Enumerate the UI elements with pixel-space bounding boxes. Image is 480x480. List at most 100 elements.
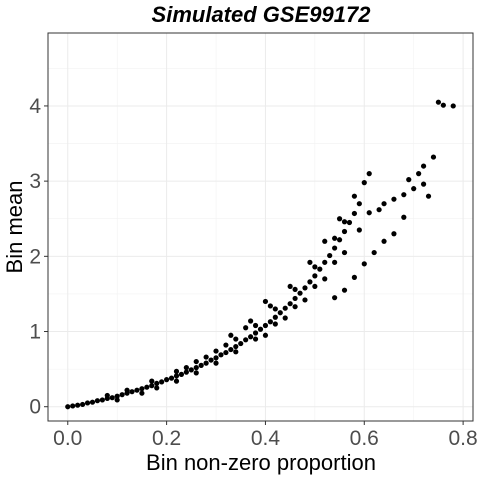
scatter-point — [208, 357, 214, 363]
x-tick-label: 0.2 — [152, 427, 181, 450]
scatter-point — [233, 349, 239, 355]
scatter-point — [346, 219, 353, 226]
scatter-point — [252, 330, 259, 336]
y-axis: 0 1 2 3 4 — [29, 95, 48, 419]
scatter-point — [89, 399, 96, 405]
scatter-point — [213, 360, 219, 366]
scatter-point — [248, 318, 254, 324]
scatter-point — [302, 297, 308, 303]
scatter-point — [391, 231, 397, 237]
scatter-point — [292, 286, 298, 293]
scatter-point — [193, 358, 199, 365]
scatter-point — [435, 99, 442, 105]
scatter-point — [332, 245, 338, 251]
y-tick-label: 3 — [29, 170, 41, 193]
scatter-point — [416, 171, 422, 177]
scatter-point — [233, 343, 239, 350]
scatter-point — [336, 216, 343, 222]
scatter-point — [252, 322, 259, 329]
scatter-point — [430, 154, 437, 160]
scatter-point — [356, 201, 362, 207]
y-tick-label: 2 — [29, 245, 41, 268]
scatter-point — [351, 193, 357, 199]
scatter-point — [272, 314, 278, 320]
scatter-point — [164, 377, 170, 383]
scatter-point — [332, 259, 338, 265]
scatter-point — [307, 259, 313, 265]
scatter-point — [65, 404, 71, 410]
scatter-point — [376, 207, 382, 213]
x-tick-label: 0.0 — [53, 427, 82, 450]
scatter-point — [193, 370, 199, 376]
scatter-point — [440, 102, 446, 108]
scatter-point — [391, 196, 397, 202]
scatter-point — [336, 237, 343, 243]
gridlines — [48, 33, 473, 421]
scatter-point — [356, 227, 362, 233]
scatter-point — [287, 283, 293, 290]
scatter-point — [154, 380, 160, 387]
scatter-point — [183, 365, 189, 371]
scatter-point — [94, 398, 101, 404]
scatter-point — [262, 298, 269, 305]
scatter-point — [109, 395, 115, 401]
scatter-point — [371, 249, 377, 256]
scatter-point — [139, 386, 145, 392]
scatter-point — [287, 301, 293, 307]
y-axis-label: Bin mean — [2, 181, 27, 274]
scatter-point — [84, 400, 91, 406]
scatter-point — [173, 373, 180, 379]
scatter-point — [401, 214, 407, 220]
scatter-point — [361, 180, 367, 186]
scatter-point — [332, 295, 338, 301]
scatter-point — [420, 163, 427, 169]
scatter-point — [450, 103, 456, 109]
scatter-point — [134, 387, 140, 393]
scatter-point — [213, 348, 219, 354]
scatter-point — [168, 375, 175, 381]
scatter-point — [183, 369, 189, 375]
scatter-point — [341, 287, 348, 293]
scatter-point — [243, 337, 249, 343]
scatter-point — [401, 192, 407, 198]
scatter-point — [198, 362, 204, 368]
scatter-point — [173, 368, 180, 374]
scatter-point — [223, 349, 229, 356]
plot-panel-border — [47, 32, 474, 422]
scatter-point — [366, 210, 372, 216]
scatter-point — [139, 390, 145, 396]
scatter-point — [272, 306, 278, 312]
scatter-point — [411, 186, 417, 192]
scatter-point — [238, 340, 244, 347]
scatter-point — [149, 383, 155, 389]
scatter-point — [366, 171, 372, 177]
scatter-point — [282, 315, 288, 321]
scatter-point — [267, 303, 273, 309]
scatter-point — [341, 249, 348, 256]
scatter-point — [282, 305, 288, 311]
scatter-point — [144, 384, 150, 390]
scatter-point — [149, 378, 155, 384]
scatter-point — [178, 371, 185, 377]
scatter-point — [381, 201, 387, 207]
scatter-point — [203, 360, 209, 366]
scatter-point — [341, 219, 348, 225]
scatter-point — [307, 279, 313, 285]
scatter-point — [292, 295, 298, 302]
scatter-point — [267, 319, 273, 325]
scatter-point — [322, 238, 328, 244]
x-axis-label: Bin non-zero proportion — [146, 450, 376, 475]
scatter-point — [297, 290, 303, 296]
scatter-point — [114, 393, 120, 399]
scatter-point — [351, 274, 357, 280]
scatter-point — [79, 401, 86, 408]
scatter-point — [252, 336, 259, 342]
scatter-point — [173, 378, 180, 384]
scatter-point — [420, 181, 427, 187]
scatter-point — [75, 402, 81, 408]
scatter-point — [312, 283, 318, 290]
scatter-points — [65, 99, 456, 410]
scatter-point — [223, 342, 229, 348]
scatter-point — [262, 332, 269, 338]
